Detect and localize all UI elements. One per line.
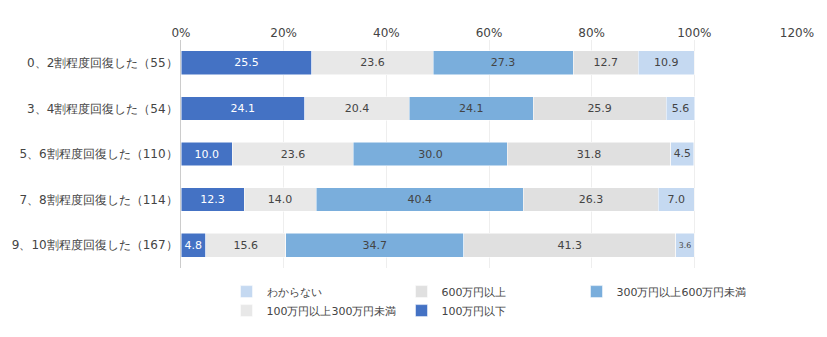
svg-text:0%: 0% xyxy=(171,26,190,40)
svg-text:30.0: 30.0 xyxy=(418,148,443,161)
svg-text:60%: 60% xyxy=(476,26,503,40)
svg-text:10.0: 10.0 xyxy=(194,148,219,161)
svg-text:40%: 40% xyxy=(373,26,400,40)
svg-text:5、6割程度回復した（110）: 5、6割程度回復した（110） xyxy=(19,147,177,161)
svg-text:7.0: 7.0 xyxy=(668,193,686,206)
svg-text:100%: 100% xyxy=(677,26,711,40)
svg-text:3.6: 3.6 xyxy=(679,241,691,250)
svg-text:23.6: 23.6 xyxy=(281,148,306,161)
svg-text:41.3: 41.3 xyxy=(558,239,583,252)
svg-text:9、10割程度回復した（167）: 9、10割程度回復した（167） xyxy=(12,238,178,252)
svg-text:12.7: 12.7 xyxy=(594,56,619,69)
svg-text:31.8: 31.8 xyxy=(577,148,602,161)
svg-text:14.0: 14.0 xyxy=(268,193,293,206)
svg-text:600万円以上: 600万円以上 xyxy=(442,286,507,299)
svg-text:300万円以上600万円未満: 300万円以上600万円未満 xyxy=(617,286,747,299)
svg-text:26.3: 26.3 xyxy=(579,193,604,206)
svg-text:4.8: 4.8 xyxy=(185,239,203,252)
svg-text:12.3: 12.3 xyxy=(200,193,225,206)
svg-text:27.3: 27.3 xyxy=(491,56,516,69)
svg-text:20.4: 20.4 xyxy=(345,102,370,115)
svg-text:24.1: 24.1 xyxy=(459,102,484,115)
svg-text:25.5: 25.5 xyxy=(234,56,259,69)
svg-text:わからない: わからない xyxy=(267,286,322,299)
svg-text:10.9: 10.9 xyxy=(654,56,679,69)
svg-text:5.6: 5.6 xyxy=(672,102,690,115)
svg-text:23.6: 23.6 xyxy=(360,56,385,69)
svg-text:100万円以下: 100万円以下 xyxy=(442,305,507,318)
svg-text:20%: 20% xyxy=(270,26,297,40)
svg-text:24.1: 24.1 xyxy=(231,102,256,115)
svg-text:80%: 80% xyxy=(578,26,605,40)
svg-text:100万円以上300万円未満: 100万円以上300万円未満 xyxy=(267,305,397,318)
svg-text:15.6: 15.6 xyxy=(233,239,258,252)
svg-text:120%: 120% xyxy=(780,26,814,40)
svg-text:3、4割程度回復した（54）: 3、4割程度回復した（54） xyxy=(27,102,178,116)
svg-text:4.5: 4.5 xyxy=(674,147,691,160)
svg-text:34.7: 34.7 xyxy=(363,239,388,252)
svg-text:0、2割程度回復した（55）: 0、2割程度回復した（55） xyxy=(27,56,178,70)
svg-text:40.4: 40.4 xyxy=(407,193,432,206)
svg-text:7、8割程度回復した（114）: 7、8割程度回復した（114） xyxy=(19,193,177,207)
svg-text:25.9: 25.9 xyxy=(587,102,612,115)
